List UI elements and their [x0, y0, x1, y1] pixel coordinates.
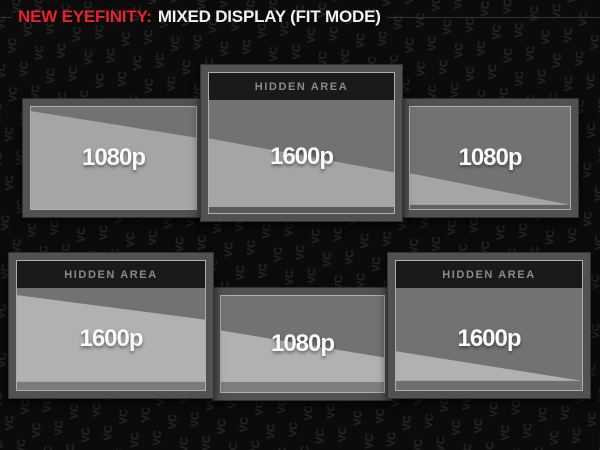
hidden-area-label: HIDDEN AREA — [64, 268, 158, 281]
panorama-wedge — [209, 138, 394, 208]
monitor-inner-frame: 1080p — [220, 295, 385, 393]
panorama-bottom-strip — [221, 382, 384, 392]
hidden-area-label: HIDDEN AREA — [254, 80, 349, 93]
page-title: NEW EYEFINITY: MIXED DISPLAY (FIT MODE) — [12, 7, 387, 27]
screen-view: 1080p — [410, 107, 570, 209]
screen-view: 1600p — [396, 288, 582, 390]
monitor-screen: HIDDEN AREA 1600p — [209, 73, 394, 213]
screen-view: 1080p — [221, 296, 384, 392]
monitor-inner-frame: 1080p — [409, 106, 571, 210]
panorama-wedge — [31, 111, 196, 209]
title-subtitle: MIXED DISPLAY (FIT MODE) — [157, 7, 381, 26]
panorama-bottom-strip — [410, 204, 570, 209]
monitor-inner-frame: 1080p — [30, 106, 197, 210]
panorama-bottom-strip — [396, 380, 582, 390]
monitor-screen: 1080p — [221, 296, 384, 392]
monitor-inner-frame: HIDDEN AREA 1600p — [395, 260, 583, 391]
header-rule-right — [386, 16, 600, 18]
panorama-wedge — [17, 295, 205, 382]
monitor-screen: HIDDEN AREA 1600p — [17, 261, 205, 390]
resolution-label: 1600p — [457, 325, 521, 352]
hidden-area-band: HIDDEN AREA — [396, 261, 582, 288]
monitor-bottom-left-1600p: HIDDEN AREA 1600p — [8, 252, 214, 399]
monitor-top-right-1080p: 1080p — [401, 98, 579, 218]
slide-header: NEW EYEFINITY: MIXED DISPLAY (FIT MODE) — [0, 7, 600, 27]
resolution-label: 1600p — [269, 142, 334, 170]
monitor-screen: HIDDEN AREA 1600p — [396, 261, 582, 390]
hidden-area-band: HIDDEN AREA — [209, 73, 394, 100]
monitor-inner-frame: HIDDEN AREA 1600p — [16, 260, 206, 391]
resolution-label: 1080p — [270, 330, 335, 357]
resolution-label: 1080p — [81, 144, 146, 171]
monitor-screen: 1080p — [410, 107, 570, 209]
resolution-label: 1080p — [458, 144, 522, 171]
screen-view: 1080p — [31, 107, 196, 209]
monitor-bottom-right-1600p: HIDDEN AREA 1600p — [387, 252, 591, 399]
hidden-area-band: HIDDEN AREA — [17, 261, 205, 288]
monitor-screen: 1080p — [31, 107, 196, 209]
panorama-bottom-strip — [209, 207, 394, 213]
panorama-bottom-strip — [17, 381, 205, 390]
hidden-area-label: HIDDEN AREA — [442, 268, 536, 281]
monitor-top-center-1600p: HIDDEN AREA 1600p — [200, 64, 403, 222]
header-rule-left — [0, 16, 12, 18]
resolution-label: 1600p — [79, 325, 143, 352]
screen-view: 1600p — [17, 288, 205, 390]
title-highlight: NEW EYEFINITY: — [18, 7, 152, 26]
panorama-wedge — [221, 330, 384, 383]
monitor-top-left-1080p: 1080p — [22, 98, 205, 218]
monitor-bottom-center-1080p: 1080p — [212, 287, 393, 401]
monitor-inner-frame: HIDDEN AREA 1600p — [208, 72, 395, 214]
panorama-wedge — [410, 173, 570, 205]
screen-view: 1600p — [209, 100, 394, 213]
panorama-wedge — [396, 351, 582, 381]
